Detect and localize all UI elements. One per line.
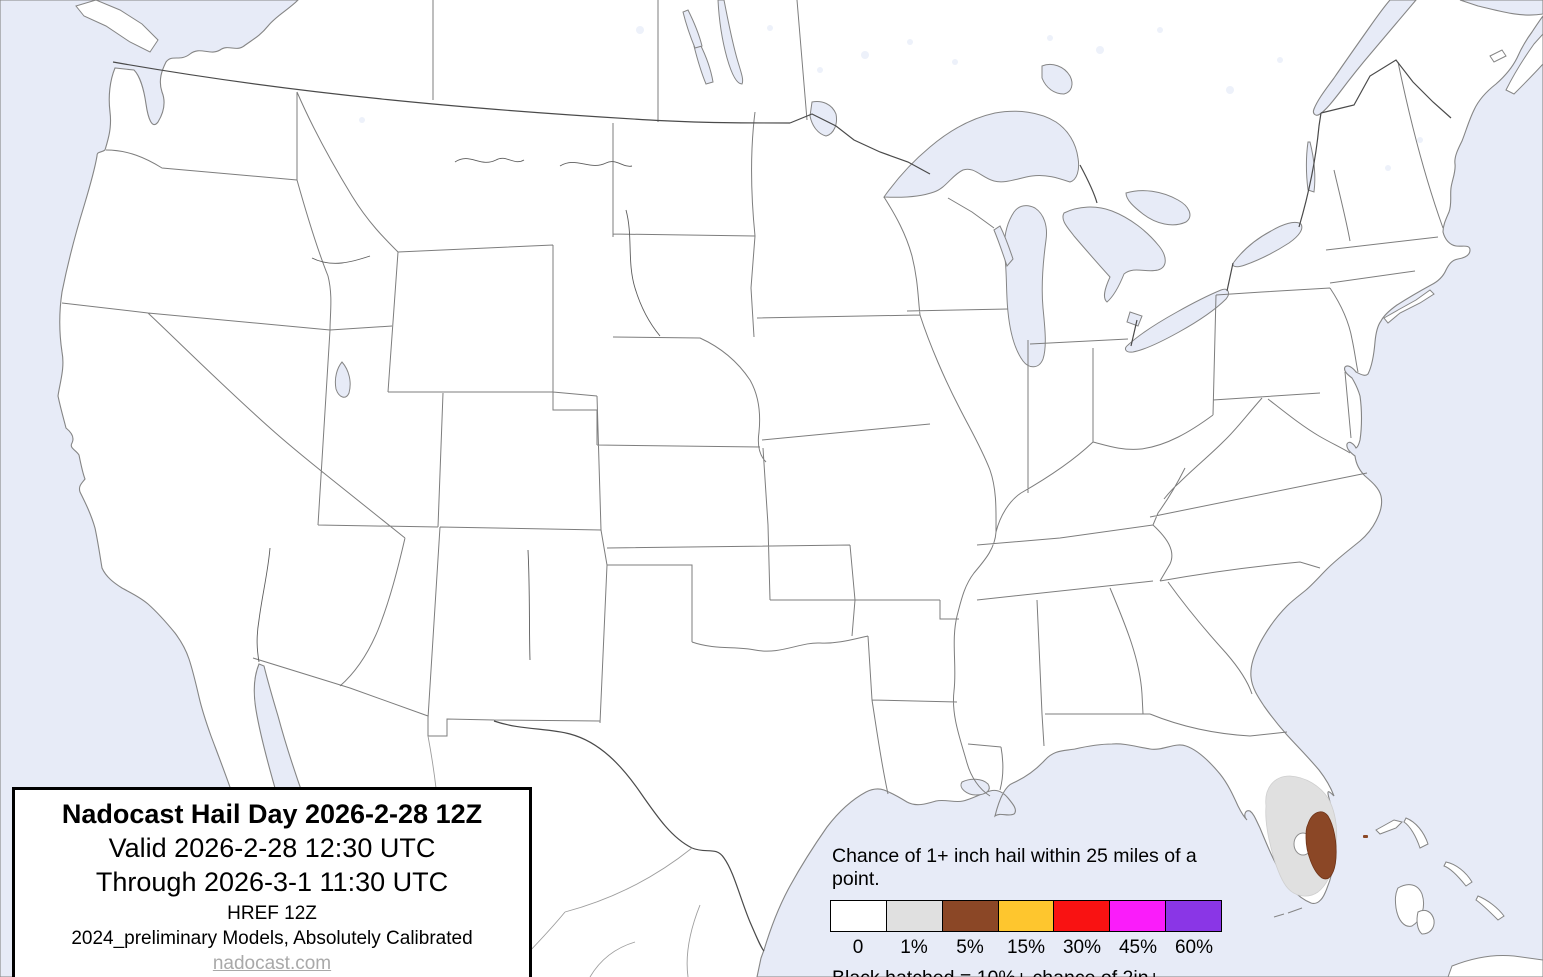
legend-title: Chance of 1+ inch hail within 25 miles o…	[832, 845, 1197, 890]
forecast-title: Nadocast Hail Day 2026-2-28 12Z	[61, 799, 483, 829]
lake-winnipeg	[717, 0, 744, 85]
florida-keys	[1273, 907, 1303, 918]
legend-label-5: 5%	[956, 937, 984, 958]
eleuthera	[1443, 861, 1473, 887]
legend-swatch-45	[1109, 900, 1167, 932]
nadocast-link[interactable]: nadocast.com	[212, 953, 332, 974]
great-lakes	[334, 0, 1316, 796]
bahama-cay	[1416, 909, 1435, 935]
cuba-coast	[1447, 955, 1543, 977]
prince-edward-island	[1489, 49, 1507, 63]
lake-michigan	[1003, 205, 1047, 368]
legend-swatch-60	[1165, 900, 1223, 932]
legend-swatch-30	[1053, 900, 1111, 932]
hail-5pct-speck	[1363, 835, 1368, 838]
forecast-valid-time: Valid 2026-2-28 12:30 UTC	[108, 833, 436, 863]
legend-label-0: 0	[852, 937, 864, 958]
legend-swatch-0	[830, 900, 887, 932]
legend-swatch-15	[997, 900, 1055, 932]
grand-bahama	[1375, 819, 1403, 835]
lake-of-the-woods	[809, 101, 837, 137]
georgian-bay	[1125, 190, 1191, 226]
lake-ontario	[1232, 221, 1303, 268]
exuma-cays	[1475, 895, 1505, 921]
lake-erie	[1125, 288, 1229, 353]
forecast-model: HREF 12Z	[227, 903, 317, 924]
lake-pontchartrain	[960, 778, 990, 796]
rivers	[256, 157, 661, 663]
islands	[75, 0, 1543, 977]
green-bay	[993, 225, 1014, 267]
abaco-island	[1403, 817, 1429, 849]
hail-probability-legend: Chance of 1+ inch hail within 25 miles o…	[830, 845, 1230, 977]
nova-scotia	[1505, 33, 1543, 95]
lake-nipigon	[1041, 63, 1073, 95]
legend-label-1: 1%	[900, 937, 928, 958]
forecast-through-time: Through 2026-3-1 11:30 UTC	[95, 867, 449, 897]
vancouver-island	[75, 0, 159, 53]
long-island	[1383, 289, 1435, 324]
legend-swatch-5	[941, 900, 999, 932]
lake-manitoba	[693, 43, 714, 85]
hail-probability-areas	[1265, 775, 1368, 897]
lake-st-clair	[1126, 311, 1143, 327]
lake-champlain	[1306, 141, 1316, 193]
legend-label-30: 30%	[1062, 937, 1102, 958]
hail-5pct-area	[1305, 811, 1337, 880]
legend-label-60: 60%	[1174, 937, 1214, 958]
forecast-title-box: Nadocast Hail Day 2026-2-28 12Z Valid 20…	[12, 787, 532, 977]
legend-label-45: 45%	[1118, 937, 1158, 958]
lake-huron	[1062, 206, 1166, 303]
lake-superior	[883, 110, 1080, 198]
legend-label-15: 15%	[1006, 937, 1046, 958]
legend-color-bar	[830, 900, 1223, 932]
forecast-calibration: 2024_preliminary Models, Absolutely Cali…	[71, 928, 473, 949]
state-borders	[61, 0, 1444, 797]
great-salt-lake	[334, 361, 351, 398]
legend-labels: 0 1% 5% 15% 30% 45% 60%	[830, 937, 1222, 959]
small-lakes	[359, 25, 1423, 171]
lake-winnipegosis	[682, 9, 703, 49]
legend-swatch-1	[885, 900, 943, 932]
national-borders	[112, 59, 1452, 952]
legend-hatched-note: Black hatched = 10%+ chance of 2in+	[832, 967, 1230, 977]
andros-island	[1394, 884, 1425, 927]
